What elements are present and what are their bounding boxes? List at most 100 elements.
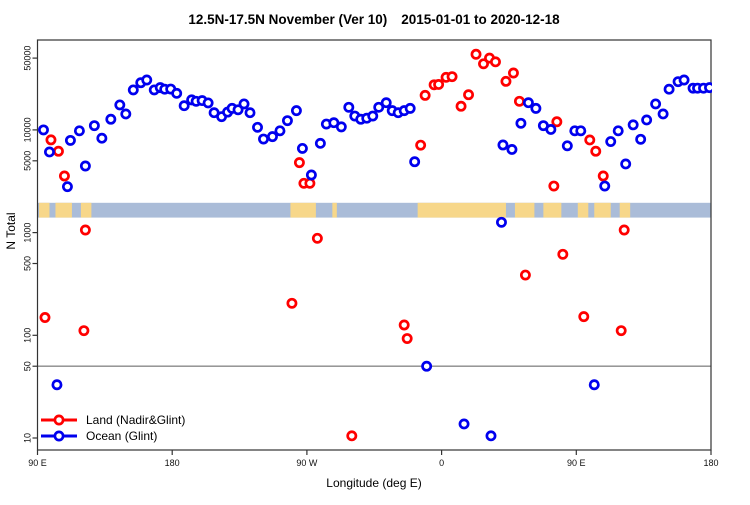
data-point-land: [500, 75, 512, 87]
data-point-ocean: [96, 132, 108, 144]
data-point-land: [79, 224, 91, 236]
y-tick-label: 10000: [23, 117, 33, 142]
map-strip-land: [417, 202, 506, 218]
map-strip-land: [55, 202, 72, 218]
map-strip-land: [594, 202, 611, 218]
x-axis-label: Longitude (deg E): [326, 476, 421, 490]
data-point-ocean: [178, 100, 190, 112]
data-point-ocean: [641, 114, 653, 126]
chart-title: 12.5N-17.5N November (Ver 10) 2015-01-01 …: [188, 12, 560, 27]
data-point-ocean: [373, 101, 385, 113]
map-strip-land: [38, 202, 50, 218]
data-point-land: [615, 325, 627, 337]
data-point-land: [463, 89, 474, 101]
y-tick-label: 5000: [23, 151, 33, 171]
chart-title-dates: 2015-01-01 to 2020-12-18: [401, 12, 560, 27]
data-point-ocean: [51, 379, 63, 391]
map-strip-land: [514, 202, 535, 218]
plot-area: 10 50 100 500 1000 5000 10000 50000 90 E 180 90 W 0…: [23, 39, 719, 468]
data-point-land: [286, 297, 298, 309]
data-point-land: [578, 311, 590, 323]
data-point-ocean: [704, 82, 712, 94]
data-point-ocean: [238, 98, 250, 110]
y-tick-label: 1000: [23, 223, 33, 243]
data-point-ocean: [343, 101, 355, 113]
legend-label: Ocean (Glint): [86, 429, 157, 443]
map-strip-land: [543, 202, 562, 218]
data-point-land: [311, 232, 323, 244]
data-point-ocean: [404, 102, 416, 114]
data-point-ocean: [657, 108, 669, 120]
x-tick-label: 0: [439, 458, 444, 468]
data-point-land: [590, 145, 602, 157]
data-point-ocean: [678, 74, 690, 86]
data-point-ocean: [281, 115, 293, 127]
data-point-ocean: [506, 144, 518, 155]
data-point-ocean: [171, 87, 183, 99]
data-point-ocean: [497, 139, 509, 151]
map-strip-land: [619, 202, 631, 218]
legend: Land (Nadir&Glint) Ocean (Glint): [41, 413, 185, 443]
data-point-land: [415, 139, 427, 151]
data-point-ocean: [252, 121, 263, 133]
data-point-land: [513, 95, 525, 107]
data-point-land: [58, 170, 70, 182]
data-point-ocean: [663, 83, 675, 95]
data-point-ocean: [244, 107, 256, 119]
data-point-ocean: [620, 158, 632, 170]
x-tick-label: 180: [703, 458, 718, 468]
data-point-land: [78, 325, 90, 337]
data-point-ocean: [88, 120, 100, 132]
data-point-ocean: [61, 181, 73, 193]
data-point-land: [346, 430, 358, 442]
y-tick-label: 10: [23, 433, 33, 443]
data-point-ocean: [114, 99, 126, 111]
data-point-ocean: [515, 117, 527, 129]
data-point-land: [293, 157, 305, 169]
y-tick-label: 50000: [23, 46, 33, 71]
data-point-ocean: [458, 418, 470, 430]
data-point-ocean: [545, 123, 557, 135]
data-point-ocean: [44, 146, 55, 158]
data-point-ocean: [296, 142, 308, 154]
data-point-land: [433, 78, 445, 90]
map-strip-land: [332, 202, 337, 218]
data-point-ocean: [141, 74, 153, 86]
data-point-ocean: [38, 124, 49, 136]
data-point-ocean: [127, 84, 139, 96]
y-tick-label: 100: [23, 328, 33, 343]
data-point-ocean: [202, 97, 214, 109]
data-point-ocean: [258, 133, 269, 145]
data-point-land: [53, 145, 64, 157]
data-point-land: [45, 134, 57, 146]
data-point-land: [519, 269, 531, 281]
data-point-land: [551, 116, 563, 128]
data-point-ocean: [575, 125, 587, 137]
legend-marker: [53, 414, 65, 426]
data-point-ocean: [120, 108, 132, 120]
data-point-ocean: [522, 97, 534, 109]
data-point-ocean: [496, 216, 507, 228]
data-point-ocean: [599, 180, 611, 192]
data-point-land: [557, 248, 569, 260]
series-land: [39, 48, 630, 442]
points-layer: [38, 48, 712, 442]
data-point-ocean: [105, 113, 117, 125]
x-tick-label: 90 E: [28, 458, 47, 468]
legend-label: Land (Nadir&Glint): [86, 413, 185, 427]
y-tick-label: 50: [23, 361, 33, 371]
data-point-ocean: [530, 102, 542, 114]
data-point-ocean: [561, 140, 573, 152]
data-point-land: [548, 180, 560, 192]
data-point-ocean: [612, 125, 624, 137]
data-point-land: [618, 224, 630, 236]
data-point-land: [398, 319, 410, 331]
map-strip-land: [290, 202, 316, 218]
data-point-ocean: [421, 360, 433, 372]
data-point-land: [507, 67, 519, 79]
data-point-ocean: [485, 430, 497, 442]
data-point-ocean: [380, 97, 392, 109]
x-tick-label: 180: [165, 458, 180, 468]
x-tick-label: 90 W: [296, 458, 318, 468]
